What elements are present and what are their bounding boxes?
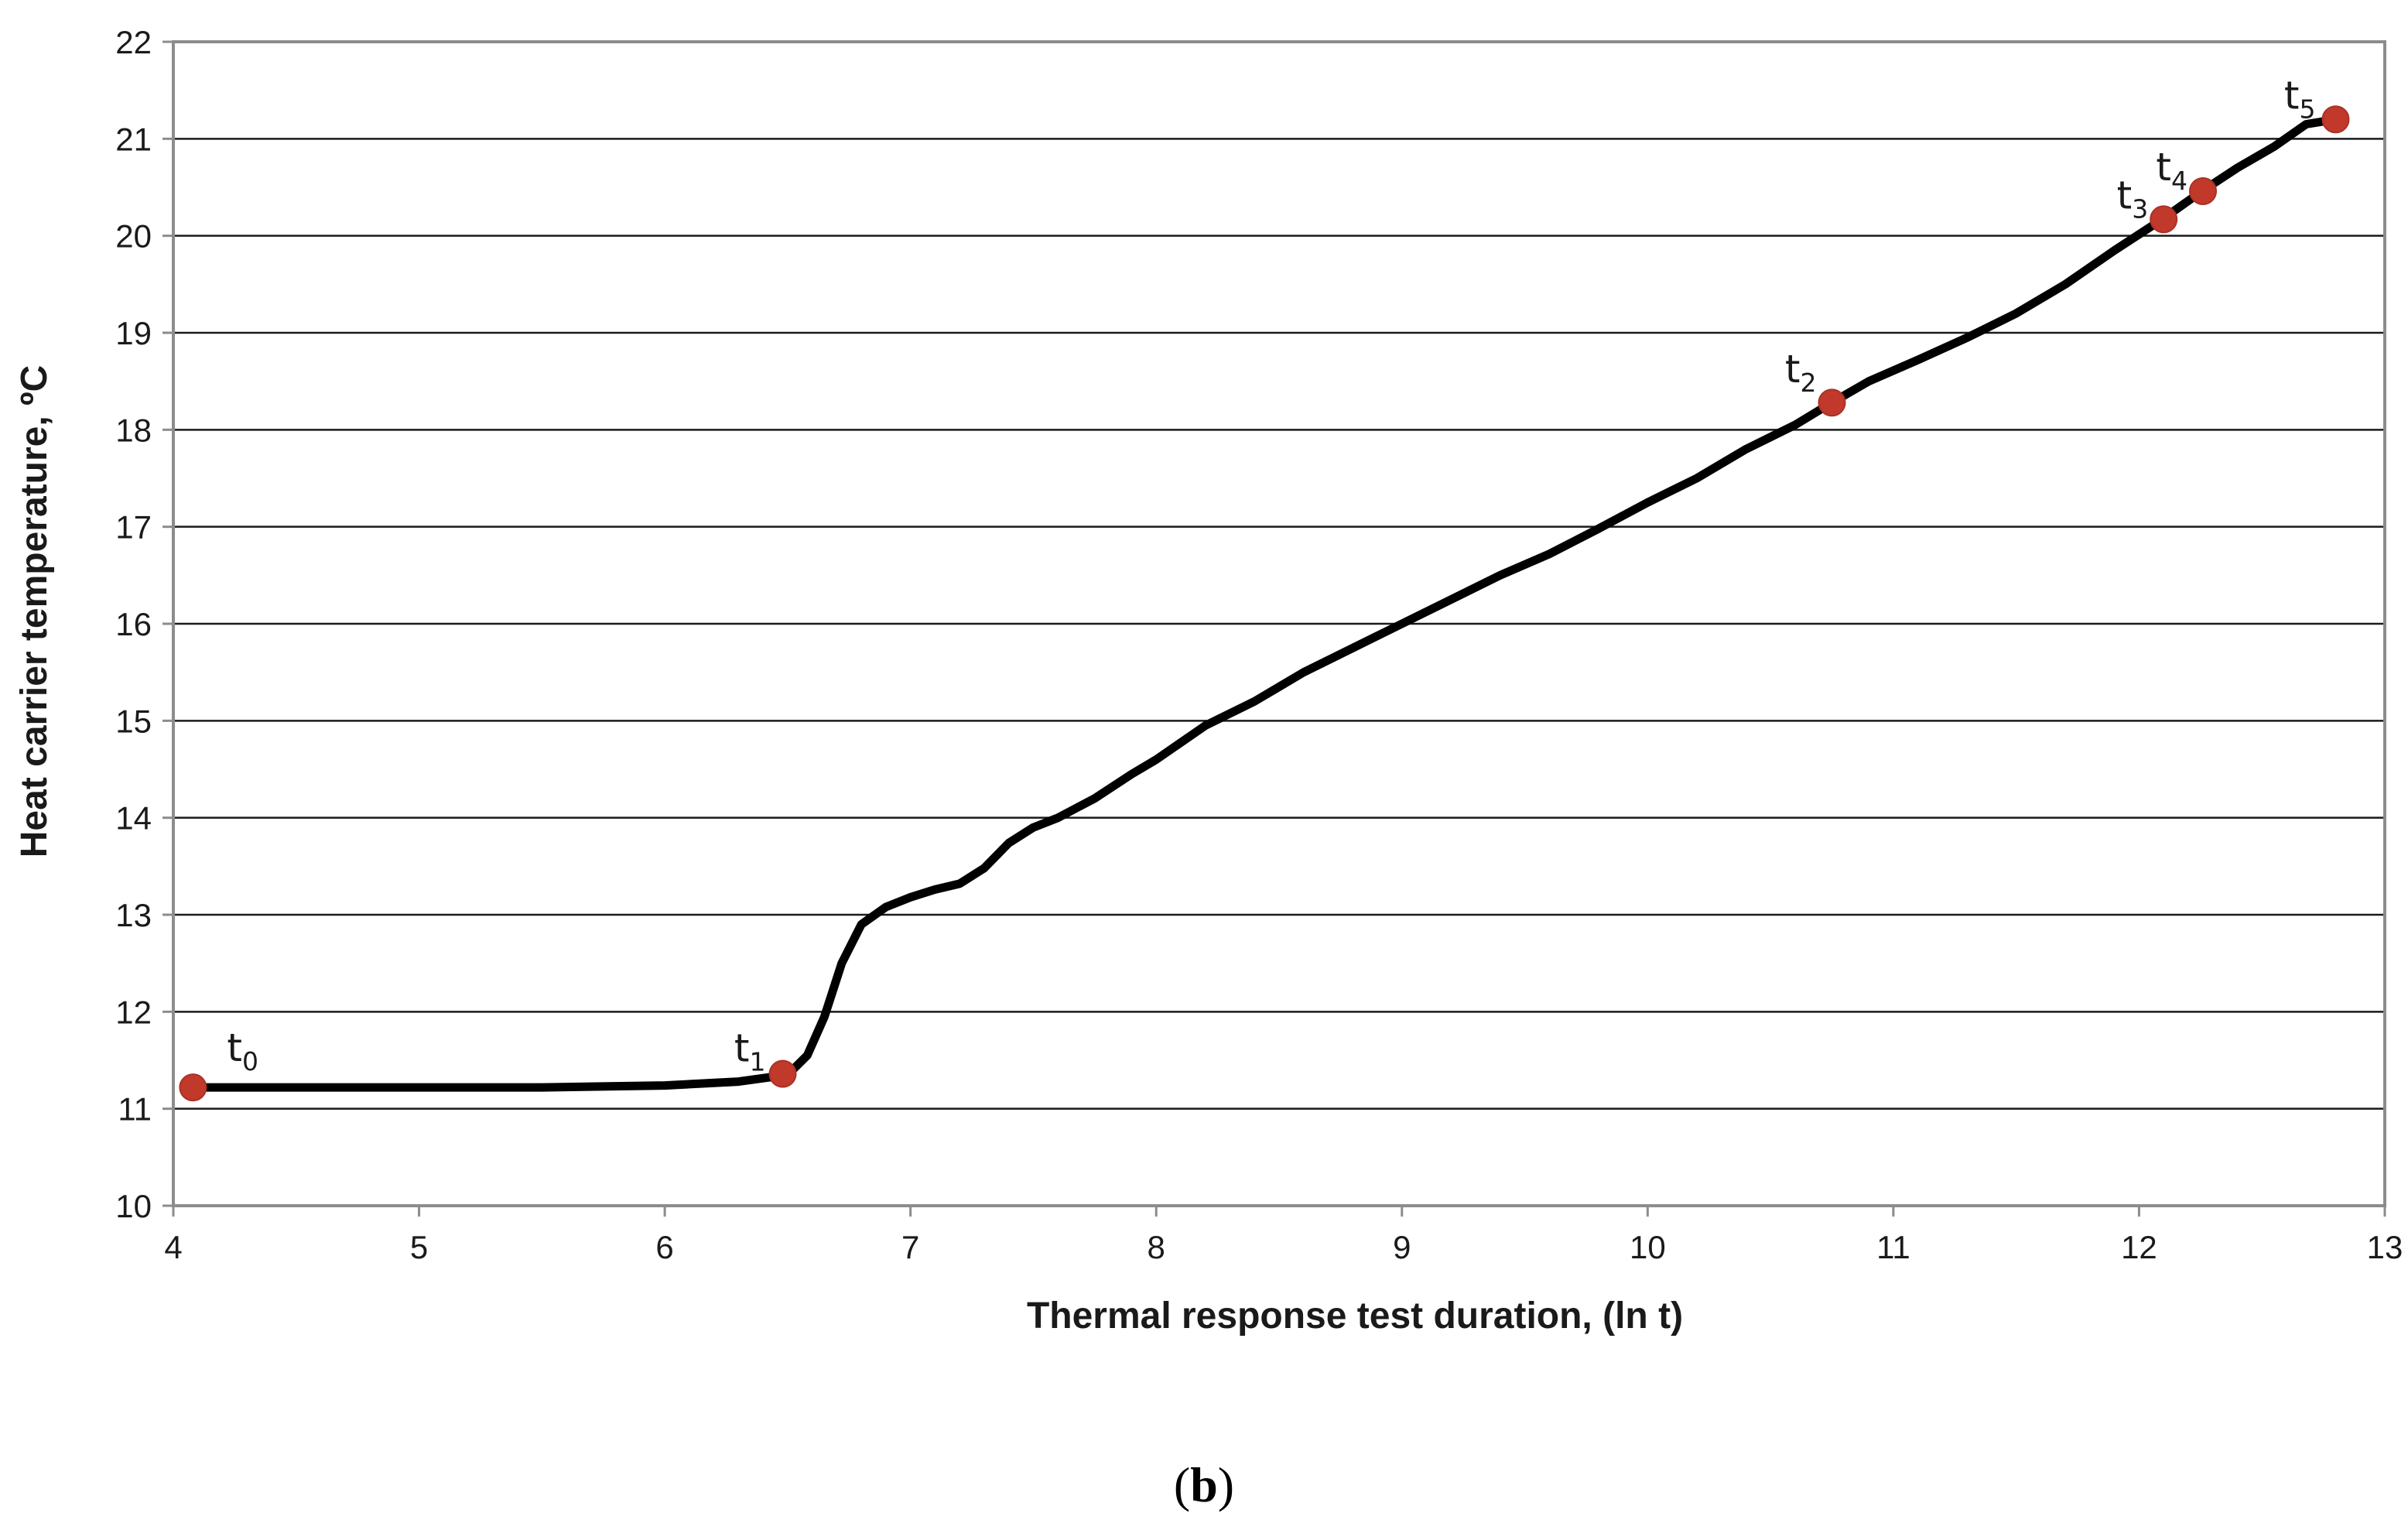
y-tick-label: 10: [115, 1188, 152, 1224]
point-label-base: t: [227, 1025, 242, 1070]
point-label-base: t: [2156, 145, 2171, 190]
y-axis-ticks: 10 11 12 13 14 15 16 17 18 19 20 21 22: [115, 24, 173, 1224]
x-tick-label: 12: [2121, 1229, 2157, 1265]
point-label: t5: [2284, 73, 2316, 124]
x-tick-label: 6: [655, 1229, 673, 1265]
point-label-subscript: 3: [2132, 193, 2148, 224]
point-marker: [179, 1073, 207, 1102]
point-label-base: t: [1785, 347, 1801, 392]
y-tick-label: 15: [115, 703, 152, 739]
panel-caption: (b): [1174, 1457, 1234, 1512]
x-tick-label: 5: [410, 1229, 428, 1265]
y-tick-label: 11: [118, 1091, 152, 1128]
point-label: t2: [1785, 347, 1817, 398]
x-axis-title: Thermal response test duration, (ln t): [1027, 1296, 1683, 1337]
point-label-subscript: 0: [242, 1046, 258, 1076]
point-label: t1: [734, 1026, 766, 1077]
point-marker: [768, 1059, 797, 1088]
point-label-subscript: 1: [750, 1047, 766, 1077]
x-tick-label: 8: [1148, 1229, 1165, 1265]
point-label: t4: [2156, 145, 2187, 196]
y-tick-label: 17: [115, 509, 152, 546]
y-tick-label: 20: [115, 218, 152, 255]
point-marker: [1818, 388, 1846, 417]
point-label-base: t: [734, 1026, 750, 1071]
y-tick-label: 22: [115, 24, 152, 60]
x-tick-label: 10: [1630, 1229, 1666, 1265]
y-tick-label: 21: [115, 121, 152, 157]
x-axis-ticks: 4 5 6 7 8 9 10 11 12 13: [164, 1206, 2403, 1265]
y-tick-label: 12: [115, 994, 152, 1030]
y-tick-label: 14: [115, 800, 152, 837]
y-axis-title: Heat carrier temperature, ºC: [14, 365, 55, 857]
y-tick-label: 18: [115, 412, 152, 448]
point-label-subscript: 5: [2299, 94, 2315, 124]
point-label-subscript: 4: [2171, 166, 2187, 196]
point-label-base: t: [2117, 173, 2133, 217]
series-line: [188, 115, 2340, 1092]
point-marker: [2150, 205, 2178, 234]
grid-lines: [173, 138, 2385, 1110]
x-tick-label: 4: [164, 1229, 182, 1265]
x-tick-label: 9: [1393, 1229, 1411, 1265]
caption-letter: b: [1190, 1457, 1218, 1512]
point-label: t0: [227, 1025, 258, 1076]
series-layer: [188, 115, 2340, 1092]
point-label-subscript: 2: [1801, 368, 1817, 398]
y-tick-label: 16: [115, 606, 152, 642]
point-label: t3: [2117, 173, 2149, 224]
point-label-base: t: [2284, 73, 2300, 118]
x-tick-label: 11: [1876, 1229, 1910, 1265]
point-marker: [2321, 105, 2350, 134]
x-tick-label: 7: [901, 1229, 919, 1265]
y-tick-label: 13: [115, 897, 152, 933]
y-tick-label: 19: [115, 315, 152, 351]
caption-close: ): [1218, 1457, 1234, 1512]
x-tick-label: 13: [2367, 1229, 2403, 1265]
point-marker: [2189, 177, 2218, 206]
caption-open: (: [1174, 1457, 1190, 1512]
